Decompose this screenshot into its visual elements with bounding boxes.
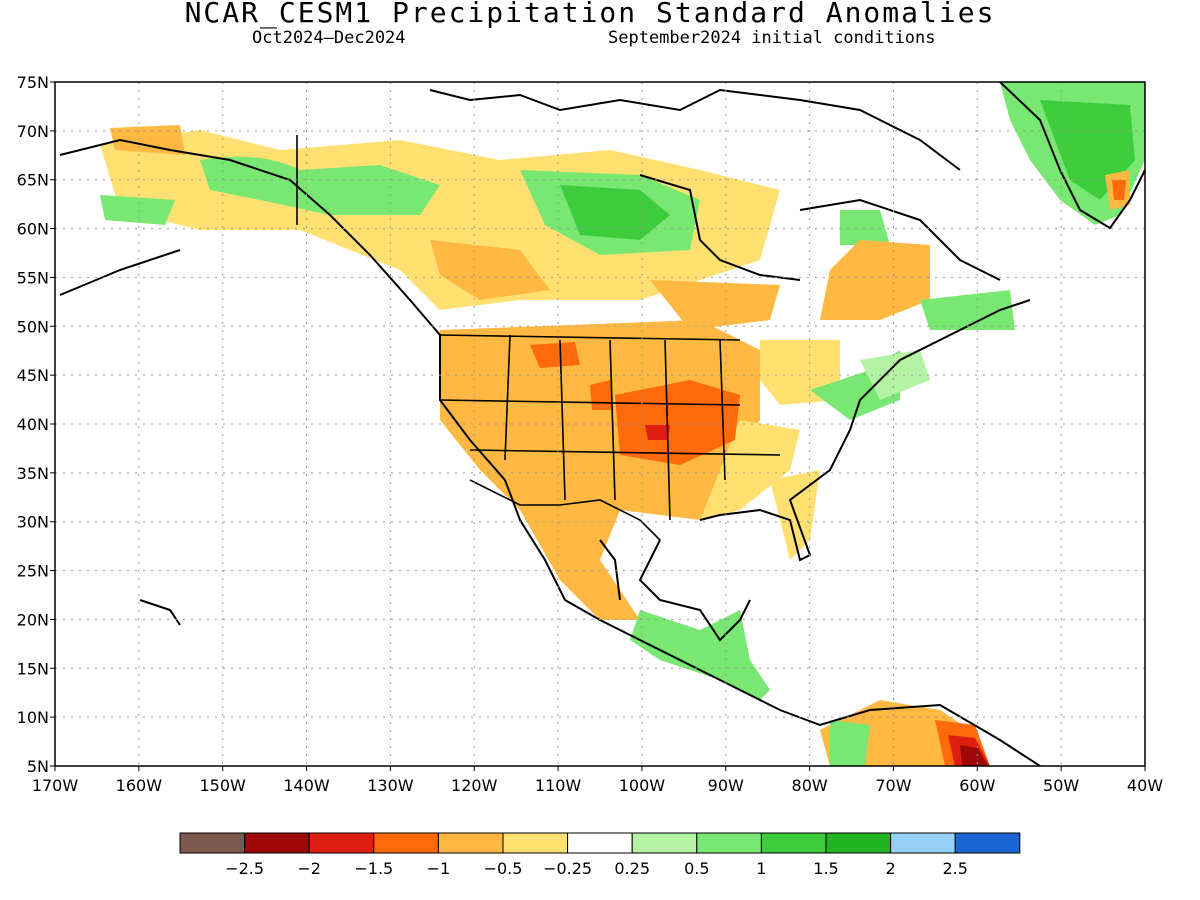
colorbar-swatch [373, 832, 439, 854]
colorbar-label: −1.5 [354, 859, 393, 878]
colorbar-swatch [502, 832, 569, 854]
lat-tick-label: 30N [17, 513, 49, 532]
colorbar-swatch [631, 832, 698, 854]
lon-tick-label: 160W [116, 776, 163, 795]
initial-conditions: September2024 initial conditions [608, 28, 936, 48]
lon-tick-label: 130W [367, 776, 414, 795]
colorbar-label: 1 [756, 859, 766, 878]
colorbar-label: 2 [886, 859, 896, 878]
lat-tick-label: 45N [17, 366, 49, 385]
lat-tick-label: 55N [17, 268, 49, 287]
lat-tick-label: 25N [17, 562, 49, 581]
lon-tick-label: 170W [32, 776, 79, 795]
colorbar-swatch [696, 832, 762, 854]
lat-tick-label: 15N [17, 659, 49, 678]
lat-tick-label: 75N [17, 73, 49, 92]
lat-tick-label: 5N [27, 757, 49, 776]
lat-tick-label: 20N [17, 610, 49, 629]
lat-tick-label: 10N [17, 708, 49, 727]
colorbar-swatch [954, 832, 1021, 854]
political-borders [296, 135, 781, 541]
lon-tick-label: 110W [535, 776, 582, 795]
colorbar-label: −0.25 [543, 859, 592, 878]
colorbar-label: −2 [297, 859, 321, 878]
colorbar-label: 2.5 [942, 859, 967, 878]
lon-tick-label: 140W [283, 776, 330, 795]
colorbar-label: −0.5 [484, 859, 523, 878]
colorbar-swatch [760, 832, 827, 854]
coastlines [59, 82, 1145, 766]
colorbar-label: 1.5 [813, 859, 838, 878]
lon-tick-label: 40W [1127, 776, 1163, 795]
colorbar-swatch [179, 832, 246, 854]
forecast-period: Oct2024–Dec2024 [252, 28, 406, 48]
lat-tick-label: 65N [17, 171, 49, 190]
lon-tick-label: 60W [959, 776, 995, 795]
lon-tick-label: 120W [451, 776, 498, 795]
colorbar-swatch [437, 832, 504, 854]
colorbar-label: 0.25 [614, 859, 650, 878]
lon-tick-label: 100W [619, 776, 666, 795]
lon-tick-label: 50W [1043, 776, 1079, 795]
colorbar-swatch [308, 832, 375, 854]
colorbar-label: −1 [427, 859, 451, 878]
lat-tick-label: 60N [17, 220, 49, 239]
axis-ticks: 75N 70N 65N 60N 55N 50N 45N 40N 35N 30N 25N 20N 15N 1… [17, 73, 1164, 795]
colorbar-label: −2.5 [225, 859, 264, 878]
colorbar-swatch [890, 832, 956, 854]
lon-tick-label: 70W [875, 776, 911, 795]
colorbar-label: 0.5 [684, 859, 709, 878]
colorbar-swatch [825, 832, 892, 854]
lat-tick-label: 70N [17, 122, 49, 141]
colorbar: −2.5 −2 −1.5 −1 −0.5 −0.25 0.25 0.5 1 1.5 2 2.5 [179, 832, 1021, 878]
lon-tick-label: 90W [708, 776, 744, 795]
lon-tick-label: 150W [200, 776, 247, 795]
colorbar-swatch [567, 832, 633, 854]
colorbar-swatch [244, 832, 310, 854]
chart-title: NCAR_CESM1 Precipitation Standard Anomal… [184, 0, 996, 29]
lat-tick-label: 35N [17, 464, 49, 483]
lon-tick-label: 80W [792, 776, 828, 795]
lat-tick-label: 40N [17, 415, 49, 434]
lat-tick-label: 50N [17, 317, 49, 336]
